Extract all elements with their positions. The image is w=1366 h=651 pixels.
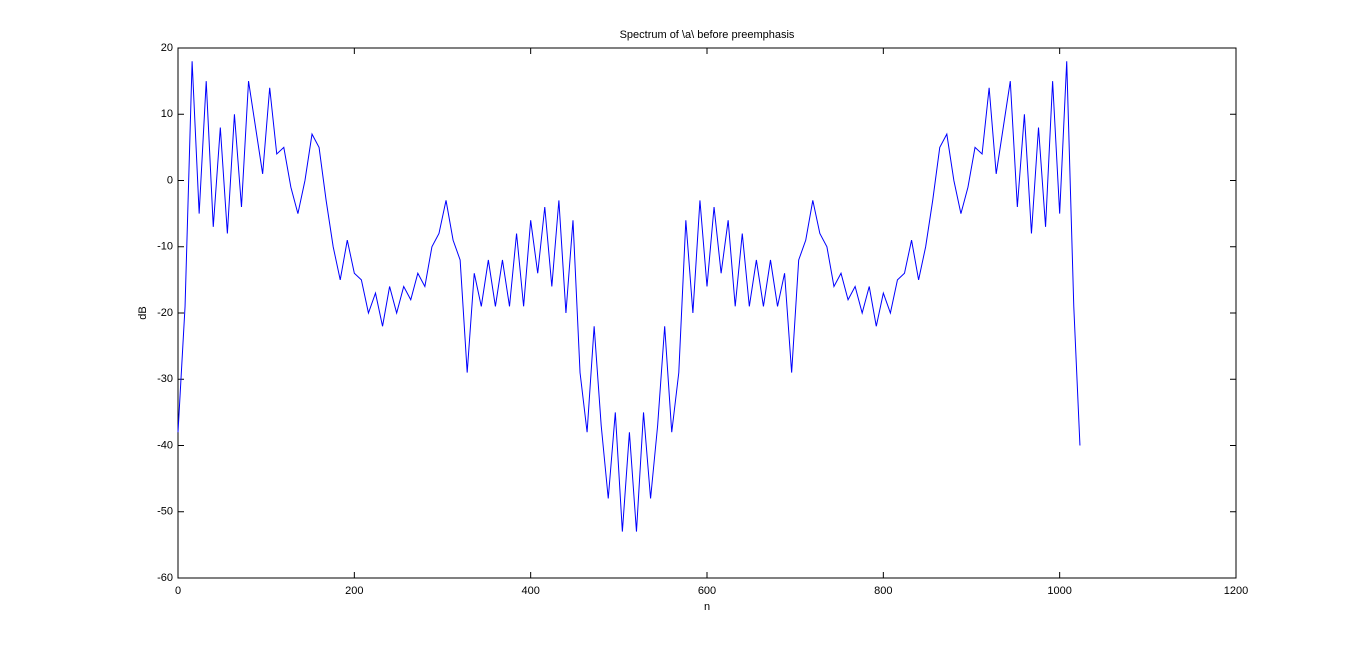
- x-tick-label: 600: [698, 585, 716, 597]
- x-tick-label: 200: [345, 585, 363, 597]
- y-axis-label: dB: [137, 306, 149, 319]
- y-tick-label: 0: [167, 174, 173, 186]
- y-tick-label: -40: [157, 439, 173, 451]
- plot-box: [177, 47, 1237, 579]
- x-axis-label: n: [704, 601, 710, 613]
- spectrum-line: [177, 61, 1081, 532]
- y-tick-label: -30: [157, 373, 173, 385]
- x-tick-label: 1000: [1047, 585, 1071, 597]
- chart-title: Spectrum of \a\ before preemphasis: [620, 29, 795, 41]
- y-tick-label: -50: [157, 506, 173, 518]
- x-tick-label: 0: [175, 585, 181, 597]
- x-tick-label: 400: [521, 585, 539, 597]
- y-tick-label: -20: [157, 307, 173, 319]
- y-tick-label: -10: [157, 241, 173, 253]
- y-tick-label: 10: [161, 108, 173, 120]
- y-tick-label: 20: [161, 42, 173, 54]
- x-tick-label: 1200: [1224, 585, 1248, 597]
- y-tick-label: -60: [157, 572, 173, 584]
- x-tick-label: 800: [874, 585, 892, 597]
